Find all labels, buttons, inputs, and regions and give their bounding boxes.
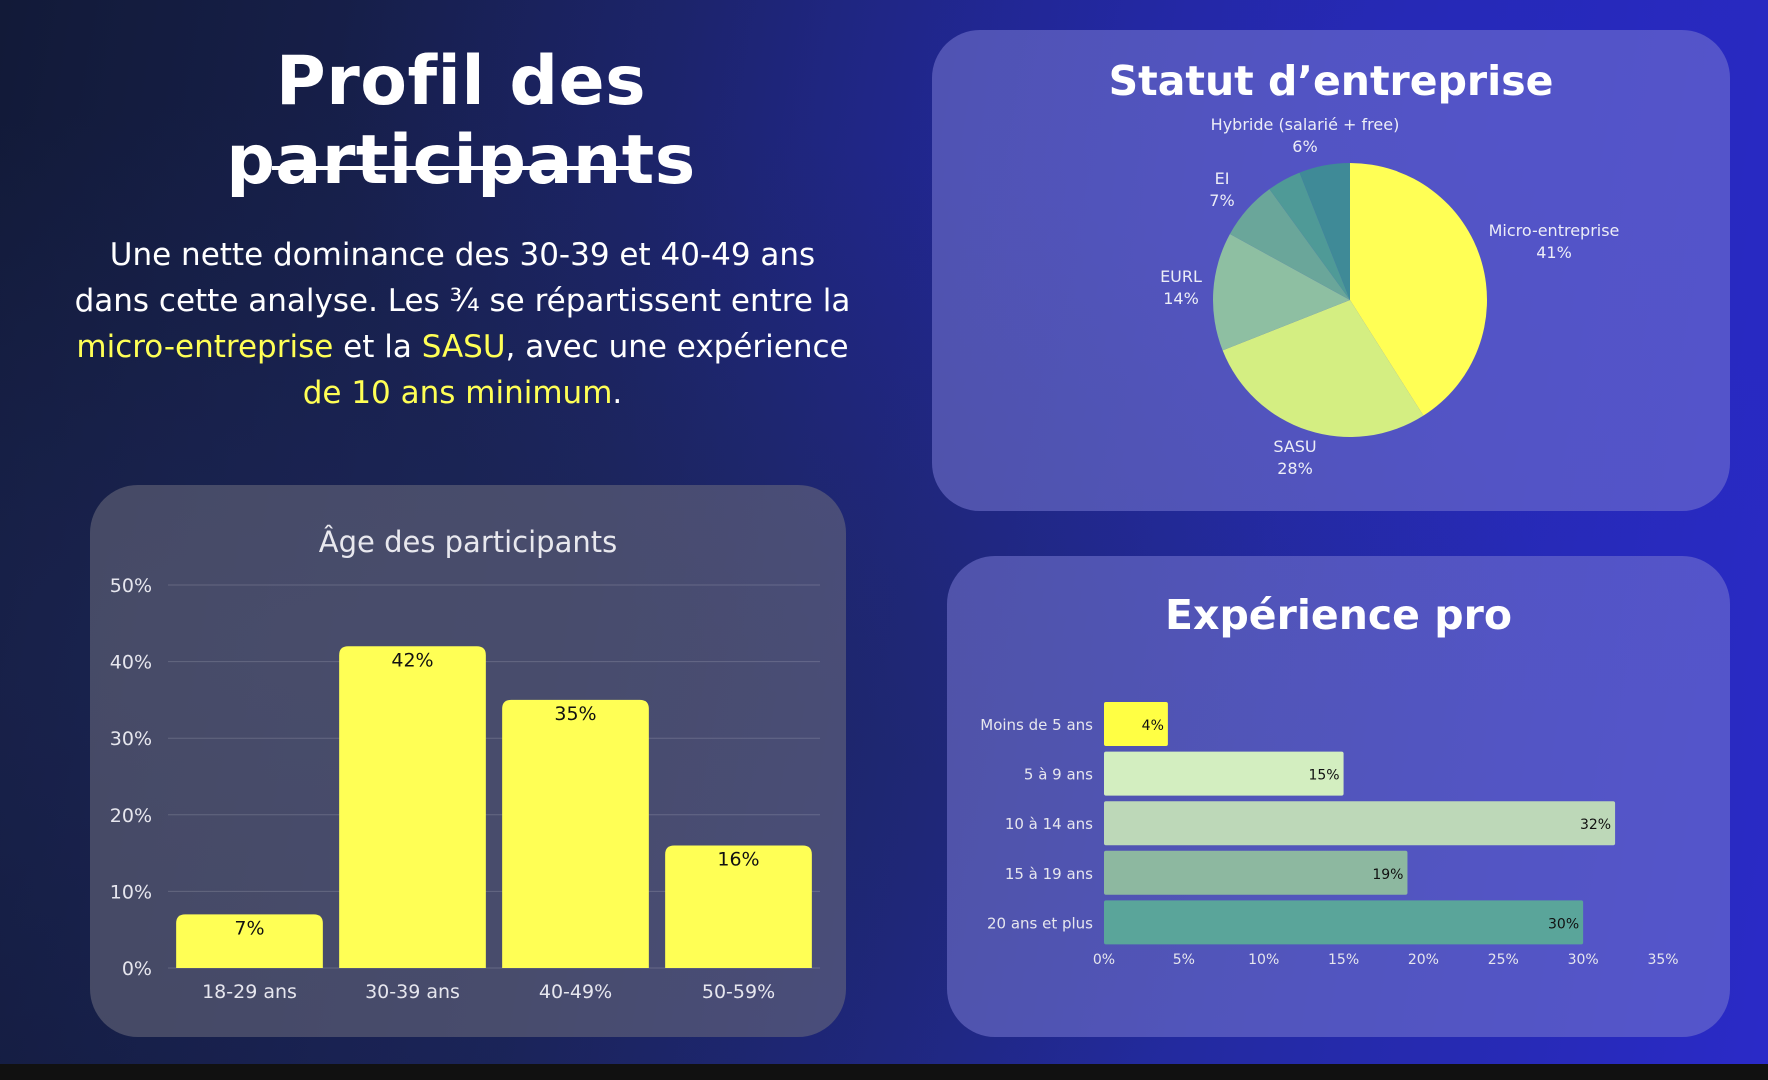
intro-text: et la [333,329,422,365]
intro-highlight-experience: de 10 ans minimum [302,375,613,411]
x-tick-label: 5% [1173,952,1195,968]
age-category-label: 18-29 ans [202,981,297,1003]
age-bar [176,914,323,968]
y-tick-label: 40% [110,652,152,674]
experience-data-label: 4% [1142,718,1164,734]
experience-bar [1104,702,1168,746]
experience-bar [1104,751,1344,796]
intro-text: . [612,375,623,411]
x-tick-label: 25% [1488,952,1519,968]
age-category-label: 50-59% [702,981,775,1003]
pie-slice [1222,300,1424,437]
y-tick-label: 30% [110,728,152,750]
age-category-label: 40-49% [539,981,612,1003]
age-bar [502,699,649,968]
x-tick-label: 20% [1408,952,1439,968]
pie-slice-percent: 14% [1163,289,1199,308]
experience-category-label: 20 ans et plus [987,914,1093,932]
statut-pie-chart: Micro-entreprise 41% SASU 28% EURL 14% EI 7% Hyb… [1160,115,1620,478]
pie-slice-percent: 6% [1292,137,1317,156]
age-data-label: 7% [234,917,264,939]
statut-chart-title: Statut d’entreprise [1108,57,1554,105]
x-tick-label: 35% [1647,952,1678,968]
pie-slice-percent: 7% [1209,191,1234,210]
y-tick-label: 0% [122,958,152,980]
title-underline [272,166,640,170]
experience-data-label: 19% [1372,867,1403,883]
intro-highlight-micro: micro-entreprise [76,329,334,365]
experience-category-label: 5 à 9 ans [1024,766,1093,784]
page-title: Profil des participants [226,42,696,200]
intro-text: , avec une expérience [505,329,849,365]
experience-category-label: 10 à 14 ans [1005,815,1093,833]
bottom-bar [0,1064,1768,1080]
age-bar-chart: 0% 10% 20% 30% 40% 50% 7% 18-29 ans 42% 30-39 ans… [110,575,820,1003]
x-tick-label: 0% [1093,952,1115,968]
experience-category-label: 15 à 19 ans [1005,865,1093,883]
age-bar [665,845,812,968]
pie-slice-percent: 28% [1277,459,1313,478]
age-data-label: 42% [391,649,433,671]
x-tick-label: 30% [1568,952,1599,968]
pie-slice [1269,172,1350,300]
statut-chart-card: Statut d’entreprise Micro-entreprise 41% S… [932,30,1730,511]
intro-paragraph: Une nette dominance des 30-39 et 40-49 a… [70,232,855,416]
pie-slice [1213,233,1350,351]
y-tick-label: 50% [110,575,152,597]
age-chart-title: Âge des participants [318,525,618,559]
experience-data-label: 30% [1548,916,1579,932]
pie-slice-label: EURL [1160,267,1202,286]
x-tick-label: 10% [1248,952,1279,968]
experience-category-label: Moins de 5 ans [980,716,1093,734]
experience-bar [1104,850,1408,895]
y-tick-label: 20% [110,805,152,827]
age-data-label: 16% [717,848,759,870]
pie-slice-label: SASU [1273,437,1316,456]
y-tick-label: 10% [110,881,152,903]
x-tick-label: 15% [1328,952,1359,968]
pie-slice [1350,163,1487,416]
pie-slice [1299,163,1350,300]
pie-slice-label: EI [1215,169,1230,188]
age-data-label: 35% [554,703,596,725]
intro-highlight-sasu: SASU [421,329,506,365]
experience-chart-title: Expérience pro [1165,591,1512,639]
age-chart-card: Âge des participants 0% 10% 20% 30% 40% 50% 7%… [90,485,846,1037]
age-bar [339,646,486,968]
intro-text: Une nette dominance des 30-39 et 40-49 a… [74,237,851,319]
pie-slice-label: Micro-entreprise [1489,221,1620,240]
pie-slice-percent: 41% [1536,243,1572,262]
experience-bar [1104,900,1584,945]
pie-slice-label: Hybride (salarié + free) [1211,115,1400,134]
pie-slice [1229,189,1350,300]
experience-bar [1104,801,1616,846]
experience-data-label: 32% [1580,817,1611,833]
experience-chart-card: Expérience pro 4% Moins de 5 ans 15% 5 à 9 … [947,556,1730,1037]
age-category-label: 30-39 ans [365,981,460,1003]
experience-bar-chart: 4% Moins de 5 ans 15% 5 à 9 ans 32% 10 à 14 a… [980,702,1679,968]
experience-data-label: 15% [1308,768,1339,784]
